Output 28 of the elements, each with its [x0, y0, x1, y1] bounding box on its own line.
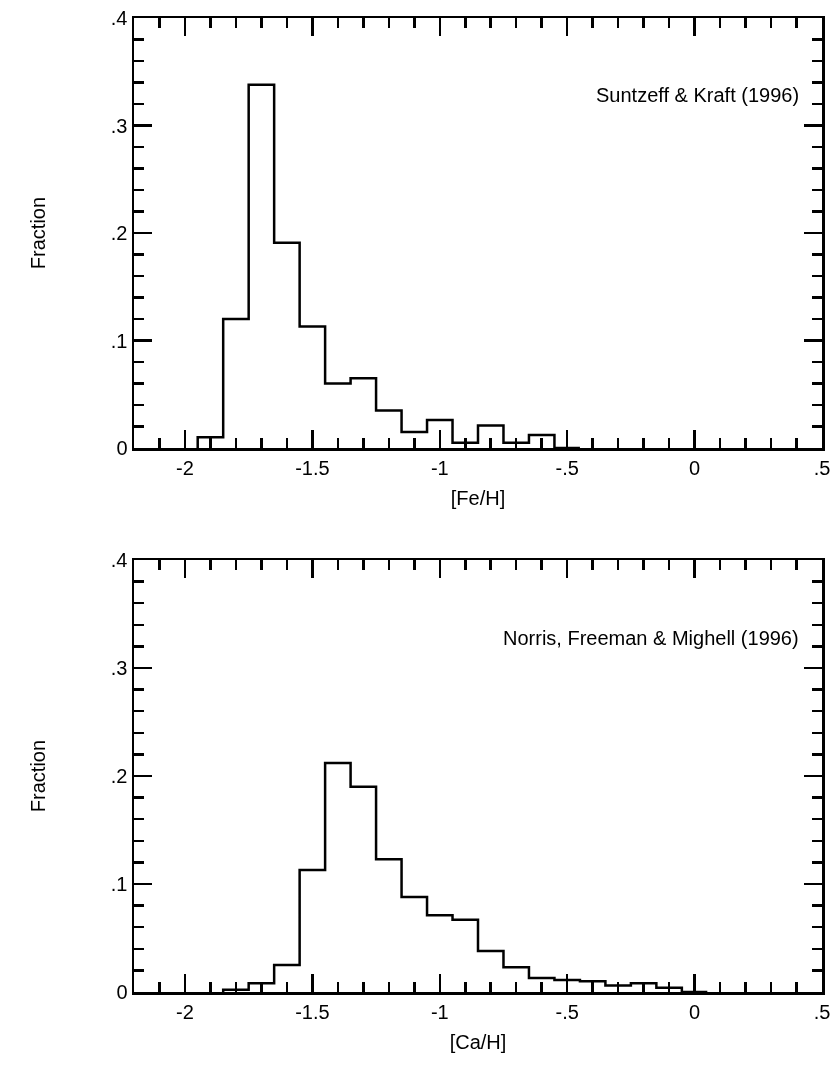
- y-tick-label: 0: [116, 981, 128, 1003]
- y-tick-label: .4: [110, 549, 128, 571]
- y-tick-label: .3: [110, 657, 128, 679]
- x-tick-label: 0: [689, 1000, 701, 1023]
- x-tick-label: .5: [813, 456, 831, 479]
- y-tick-label: .2: [110, 765, 128, 787]
- x-axis-title: [Fe/H]: [450, 487, 506, 510]
- x-tick-label: 0: [689, 456, 701, 479]
- y-axis-title: Fraction: [27, 739, 50, 813]
- annotation: Suntzeff & Kraft (1996): [596, 84, 800, 106]
- annotation: Norris, Freeman & Mighell (1996): [503, 627, 799, 649]
- x-tick-label: -2: [176, 1000, 194, 1023]
- x-tick-label: -.5: [555, 456, 579, 479]
- x-tick-label: -1.5: [295, 1000, 330, 1023]
- y-tick-label: .3: [110, 114, 128, 137]
- y-axis-title: Fraction: [27, 196, 50, 270]
- x-tick-label: -1: [430, 456, 449, 479]
- x-tick-label: -1: [430, 1000, 449, 1023]
- x-axis-title: [Ca/H]: [449, 1031, 507, 1054]
- y-tick-label: .4: [110, 7, 128, 29]
- x-tick-label: -2: [176, 456, 194, 479]
- x-tick-label: -.5: [555, 1000, 579, 1023]
- y-tick-label: .1: [110, 873, 128, 895]
- y-tick-label: .1: [110, 329, 128, 352]
- x-tick-label: -1.5: [295, 456, 330, 479]
- y-tick-label: 0: [116, 437, 128, 459]
- x-tick-label: .5: [813, 1000, 831, 1023]
- y-tick-label: .2: [110, 222, 128, 244]
